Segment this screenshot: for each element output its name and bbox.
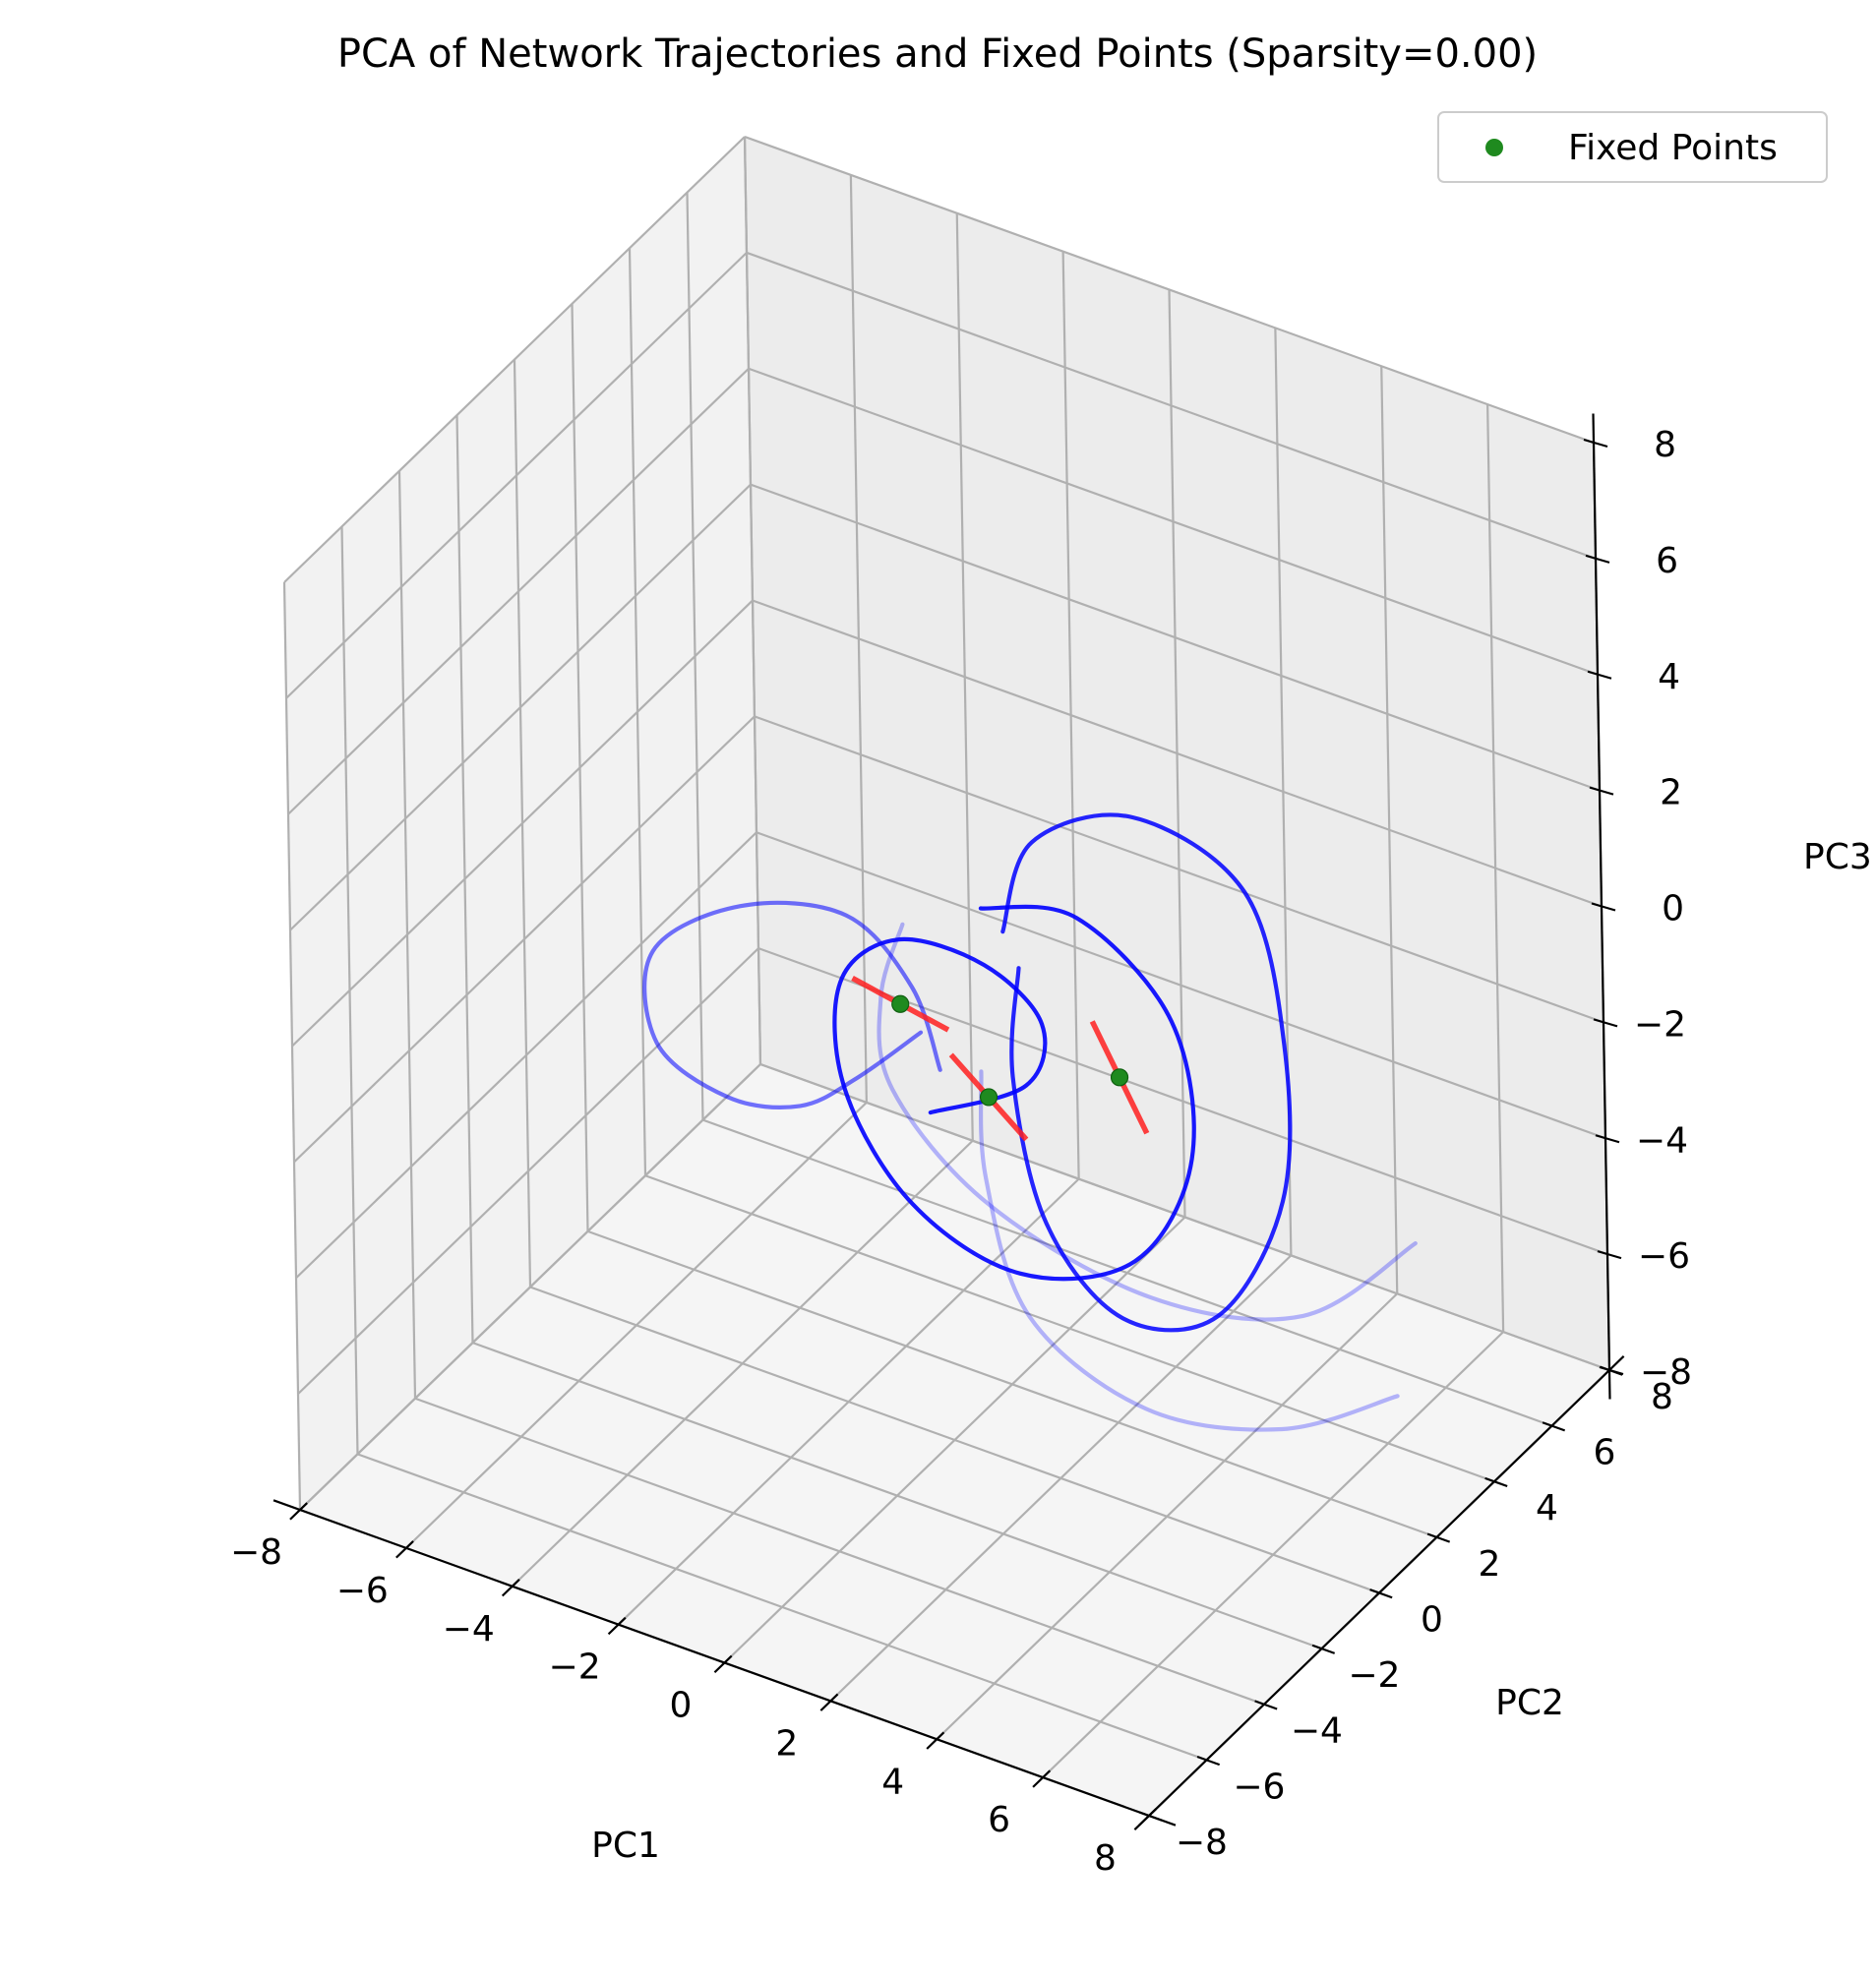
left-grid-z — [287, 367, 750, 815]
trajectory-line-2 — [1000, 812, 1293, 1333]
z-tick-mark — [1589, 786, 1614, 796]
z-axis-label: PC3 — [1803, 837, 1872, 877]
trajectory-line-3 — [877, 922, 1418, 1322]
z-tick-mark — [1585, 554, 1610, 564]
x-tick-mark — [607, 1616, 627, 1636]
floor-grid-y — [587, 1229, 1437, 1538]
z-tick-label: 4 — [1658, 657, 1680, 697]
trajectory-line-1 — [832, 904, 1196, 1282]
trajectory-line-4 — [978, 1069, 1400, 1432]
x-tick-mark — [501, 1579, 520, 1597]
x-axis-label: PC1 — [591, 1826, 660, 1866]
trajectory-line-0 — [642, 900, 942, 1109]
y-axis-label: PC2 — [1495, 1683, 1564, 1723]
y-tick-label: 6 — [1593, 1433, 1615, 1473]
back-grid-z — [744, 135, 1595, 445]
y-tick-mark — [1311, 1644, 1336, 1654]
x-tick-mark — [395, 1540, 414, 1559]
y-tick-label: 4 — [1536, 1488, 1558, 1528]
floor-grid-x — [936, 1292, 1399, 1741]
floor-grid-y — [644, 1174, 1495, 1483]
x-tick-label: 8 — [1094, 1838, 1117, 1879]
fixed-point-2 — [1110, 1068, 1129, 1087]
y-tick-label: −6 — [1233, 1767, 1285, 1807]
plot-area — [642, 812, 1418, 1432]
y-tick-mark — [1139, 1811, 1163, 1822]
left-grid-y — [628, 248, 647, 1176]
left-grid-y — [571, 303, 589, 1231]
y-tick-mark — [1254, 1700, 1278, 1710]
back-grid-z — [752, 599, 1603, 908]
y-tick-mark — [1196, 1755, 1221, 1767]
z-tick-mark — [1587, 670, 1612, 680]
z-tick-mark — [1593, 1018, 1618, 1028]
left-grid-z — [289, 483, 752, 931]
y-tick-label: 8 — [1651, 1377, 1673, 1417]
back-grid-x — [1380, 366, 1399, 1294]
x-tick-mark — [819, 1693, 839, 1711]
z-tick-mark — [1597, 1250, 1622, 1260]
x-tick-label: 6 — [988, 1800, 1010, 1840]
z-tick-mark — [1591, 902, 1616, 912]
floor-grid-y — [759, 1062, 1610, 1372]
y-tick-label: −4 — [1291, 1711, 1343, 1752]
x-tick-mark — [289, 1502, 308, 1521]
floor-grid-x — [829, 1254, 1293, 1703]
x-tick-label: −6 — [336, 1571, 389, 1611]
back-grid-z — [750, 483, 1601, 792]
x-tick-mark — [713, 1654, 733, 1674]
z-tick-mark — [1583, 438, 1608, 449]
back-grid-z — [748, 367, 1599, 676]
z-tick-label: 8 — [1654, 425, 1676, 465]
y-tick-mark — [1600, 1365, 1623, 1376]
y-tick-mark — [1542, 1421, 1566, 1432]
back-grid-z — [746, 251, 1597, 560]
floor-grid-y — [702, 1118, 1552, 1427]
left-grid-z — [283, 136, 746, 583]
y-tick-label: −8 — [1176, 1823, 1228, 1863]
back-grid-x — [1486, 404, 1505, 1333]
floor-grid-x — [1042, 1331, 1504, 1778]
left-grid-z — [291, 599, 754, 1048]
left-grid-z — [285, 252, 748, 699]
legend-fixed-points-label: Fixed Points — [1568, 128, 1778, 168]
fixed-point-1 — [979, 1088, 999, 1107]
z-tick-label: −4 — [1636, 1120, 1688, 1161]
y-tick-mark — [1484, 1476, 1508, 1488]
z-tick-label: 6 — [1656, 541, 1678, 581]
left-grid-y — [686, 192, 704, 1120]
y-tick-label: 0 — [1421, 1599, 1443, 1640]
y-tick-label: 2 — [1478, 1544, 1500, 1585]
left-grid-y — [743, 136, 762, 1065]
y-tick-mark — [1426, 1532, 1451, 1543]
x-tick-mark — [1032, 1769, 1052, 1788]
z-tick-label: −8 — [1640, 1352, 1692, 1393]
x-tick-mark — [1138, 1808, 1157, 1827]
z-tick-label: −6 — [1638, 1236, 1690, 1277]
z-tick-mark — [1595, 1134, 1620, 1144]
x-tick-label: 0 — [670, 1686, 693, 1726]
legend-frame — [1437, 111, 1828, 183]
x-tick-label: −2 — [549, 1648, 601, 1688]
fixed-point-0 — [891, 994, 910, 1013]
z-tick-label: 0 — [1662, 889, 1684, 929]
x-tick-mark — [926, 1731, 945, 1750]
z-tick-label: −2 — [1634, 1004, 1686, 1045]
y-tick-label: −2 — [1348, 1655, 1400, 1696]
legend-fixed-points-marker — [1485, 139, 1503, 156]
legend: Fixed Points — [1437, 111, 1828, 183]
x-tick-label: 4 — [881, 1762, 904, 1802]
x-tick-label: −4 — [443, 1609, 495, 1649]
x-tick-label: −8 — [230, 1532, 282, 1573]
y-tick-mark — [1369, 1588, 1393, 1599]
z-tick-label: 2 — [1660, 773, 1682, 813]
x-tick-label: 2 — [775, 1724, 798, 1765]
chart-title: PCA of Network Trajectories and Fixed Po… — [337, 31, 1538, 77]
floor-grid-y — [529, 1286, 1380, 1594]
